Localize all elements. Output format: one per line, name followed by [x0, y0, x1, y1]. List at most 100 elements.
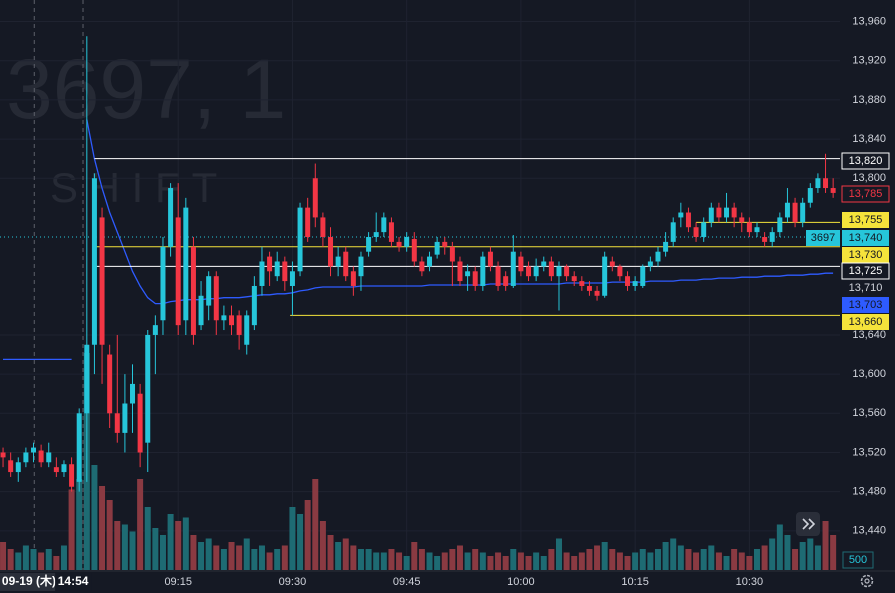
- candle-body: [503, 276, 509, 286]
- candle-body: [107, 354, 113, 414]
- settings-button[interactable]: [860, 574, 874, 588]
- price-label: 13,660: [849, 316, 883, 328]
- volume-bar: [15, 552, 22, 570]
- volume-bar: [38, 552, 45, 570]
- volume-bar: [601, 542, 608, 570]
- volume-bar: [0, 542, 7, 570]
- volume-bar: [297, 514, 304, 570]
- volume-bar: [677, 545, 684, 570]
- candle-body: [358, 256, 364, 277]
- candle-body: [130, 383, 136, 404]
- candle-body: [229, 315, 235, 326]
- volume-bar: [533, 552, 540, 570]
- x-tick-label: 09:45: [393, 576, 421, 588]
- volume-bar: [616, 552, 623, 570]
- candle-body: [480, 256, 486, 286]
- price-label-bg: [841, 185, 890, 203]
- candle-body: [716, 207, 722, 218]
- volume-bar: [464, 552, 471, 570]
- volume-bar: [426, 552, 433, 570]
- volume-bar: [60, 545, 67, 570]
- volume-bar: [731, 549, 738, 570]
- volume-bar: [312, 479, 319, 570]
- price-label: 13,730: [849, 249, 883, 261]
- x-tick-label: 10:15: [621, 576, 649, 588]
- candle-body: [396, 241, 402, 247]
- candle-body: [769, 232, 775, 242]
- volume-bar: [380, 552, 387, 570]
- volume-bar: [792, 549, 799, 570]
- volume-bar: [281, 545, 288, 570]
- y-tick-label: 13,560: [852, 407, 886, 419]
- candle-body: [739, 217, 745, 223]
- candle-body: [670, 222, 676, 242]
- candle-body: [236, 315, 242, 335]
- candle-body: [38, 450, 44, 463]
- gear-inner[interactable]: [864, 578, 870, 584]
- candle-body: [137, 393, 143, 453]
- volume-bar: [472, 549, 479, 570]
- candle-body: [746, 222, 752, 233]
- volume-bar: [342, 538, 349, 570]
- volume-bar: [274, 549, 281, 570]
- price-label-bg: [841, 262, 890, 280]
- scroll-button[interactable]: [796, 512, 820, 536]
- candle-body: [815, 178, 821, 189]
- volume-bar: [388, 549, 395, 570]
- candle-body: [701, 222, 707, 238]
- candle-body: [632, 281, 638, 286]
- volume-bar: [129, 531, 136, 570]
- candle-body: [434, 241, 440, 255]
- candle-body: [381, 217, 387, 233]
- volume-bar: [76, 479, 83, 570]
- candle-body: [175, 217, 181, 326]
- symbol-tag-bg: [806, 230, 840, 246]
- volume-bar: [784, 535, 791, 570]
- y-tick-label: 13,840: [852, 133, 886, 145]
- volume-bar: [555, 538, 562, 570]
- candle-body: [122, 403, 128, 433]
- candle-body: [160, 246, 166, 321]
- price-label: 13,755: [849, 214, 883, 226]
- volume-bar: [693, 552, 700, 570]
- candle-body: [244, 315, 250, 345]
- volume-bar: [548, 549, 555, 570]
- candle-body: [190, 246, 196, 335]
- candle-body: [762, 237, 768, 242]
- candle-body: [800, 202, 806, 223]
- candle-body: [297, 207, 303, 272]
- candle-body: [366, 237, 372, 252]
- candle-body: [792, 202, 798, 223]
- x-tick-label: 09:15: [164, 576, 192, 588]
- time-axis: [0, 571, 895, 593]
- volume-bar: [167, 514, 174, 570]
- volume-bar: [540, 556, 547, 570]
- volume-bar: [304, 500, 311, 570]
- volume-bar: [205, 538, 212, 570]
- volume-bar: [327, 535, 334, 570]
- y-tick-label: 13,520: [852, 446, 886, 458]
- volume-bar: [114, 521, 121, 570]
- candle-body: [213, 276, 219, 321]
- x-tick-label: 09-19 (木): [2, 573, 56, 588]
- volume-bar: [106, 500, 113, 570]
- volume-bar: [814, 545, 821, 570]
- volume-bar: [418, 549, 425, 570]
- candle-body: [419, 261, 425, 272]
- volume-label: 500: [849, 554, 867, 566]
- volume-bar: [236, 545, 243, 570]
- candle-body: [823, 178, 829, 189]
- gear-outer[interactable]: [860, 574, 874, 588]
- volume-bar: [91, 465, 98, 570]
- candle-body: [145, 334, 151, 443]
- candle-body: [594, 290, 600, 296]
- volume-bar: [373, 552, 380, 570]
- candle-body: [84, 344, 90, 414]
- volume-bar: [30, 549, 37, 570]
- candle-body: [373, 232, 379, 238]
- volume-bar: [243, 538, 250, 570]
- scroll-icon[interactable]: [802, 518, 816, 530]
- watermark-name: S H I F T: [50, 164, 217, 211]
